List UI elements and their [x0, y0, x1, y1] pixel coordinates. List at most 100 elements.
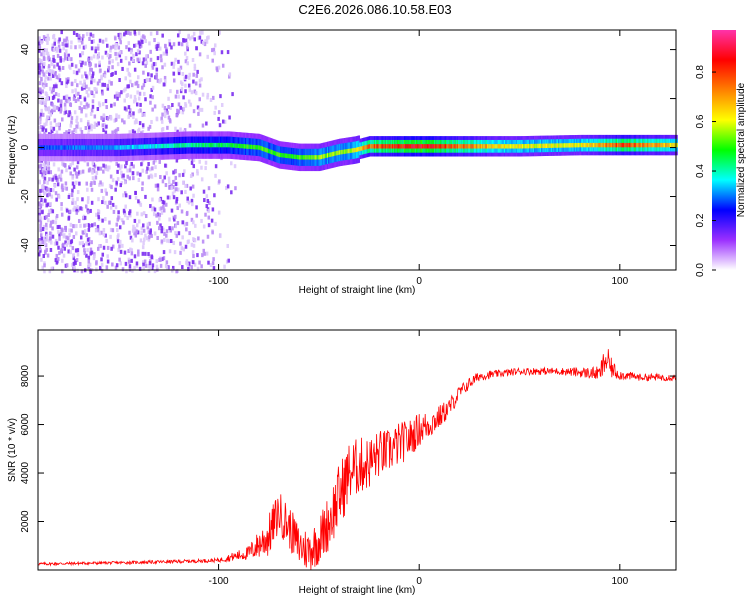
ridge-core: [493, 144, 495, 149]
noise-speckle: [91, 74, 95, 79]
noise-speckle: [44, 170, 47, 175]
noise-speckle: [120, 164, 123, 169]
noise-speckle: [80, 62, 83, 67]
ridge-core: [241, 143, 244, 149]
noise-speckle: [93, 252, 96, 257]
noise-speckle: [85, 241, 88, 246]
noise-speckle: [68, 165, 71, 170]
noise-speckle: [171, 265, 175, 270]
noise-speckle: [200, 39, 204, 44]
noise-speckle: [157, 41, 160, 46]
noise-speckle: [64, 43, 67, 48]
ridge-core: [260, 146, 263, 151]
noise-speckle: [106, 259, 110, 264]
colorbar-tick-label: 0.4: [695, 164, 706, 178]
ridge-core: [141, 144, 144, 149]
ridge-core: [448, 144, 451, 149]
noise-speckle: [145, 236, 149, 241]
noise-speckle: [105, 191, 108, 196]
ridge-core: [255, 145, 258, 150]
ridge-core: [188, 142, 191, 148]
noise-speckle: [96, 246, 100, 251]
ridge-core: [389, 144, 392, 149]
noise-speckle: [73, 128, 76, 133]
noise-speckle: [127, 41, 131, 46]
noise-speckle: [167, 180, 171, 185]
noise-speckle: [80, 107, 84, 112]
noise-speckle: [187, 266, 190, 271]
noise-speckle: [185, 183, 189, 188]
noise-speckle: [40, 236, 44, 241]
ridge-core: [81, 145, 84, 150]
noise-speckle: [48, 209, 52, 214]
noise-speckle: [66, 43, 69, 48]
noise-speckle: [84, 61, 87, 66]
noise-speckle: [67, 194, 71, 199]
noise-speckle: [72, 30, 76, 35]
noise-speckle: [119, 261, 122, 266]
noise-speckle: [101, 39, 105, 44]
noise-speckle: [167, 176, 171, 181]
noise-speckle: [160, 58, 163, 63]
noise-speckle: [43, 215, 47, 220]
noise-speckle: [45, 226, 48, 231]
noise-speckle: [174, 231, 177, 236]
noise-speckle: [110, 81, 113, 86]
noise-speckle: [190, 217, 194, 222]
ridge-core: [384, 144, 387, 149]
noise-speckle: [208, 200, 211, 205]
noise-speckle: [91, 169, 94, 174]
noise-speckle: [86, 162, 90, 167]
colorbar-tick-label: 0.0: [695, 263, 706, 277]
noise-speckle: [90, 250, 94, 255]
noise-speckle: [46, 33, 50, 38]
ridge-core: [168, 143, 170, 149]
noise-speckle: [147, 252, 150, 257]
noise-speckle: [63, 186, 66, 191]
noise-speckle: [115, 113, 118, 118]
noise-speckle: [80, 109, 83, 114]
ridge-core: [291, 154, 294, 159]
noise-speckle: [98, 63, 101, 68]
noise-speckle: [141, 39, 144, 44]
noise-speckle: [190, 160, 194, 165]
ridge-core: [564, 143, 566, 148]
noise-speckle: [165, 51, 169, 56]
ridge-core: [470, 144, 472, 149]
noise-speckle: [96, 224, 100, 229]
ridge-core: [343, 149, 346, 154]
noise-speckle: [128, 267, 132, 272]
noise-speckle: [55, 260, 59, 265]
noise-speckle: [149, 230, 152, 235]
noise-speckle: [97, 166, 100, 171]
noise-speckle: [147, 175, 151, 180]
noise-speckle: [85, 32, 89, 37]
noise-speckle: [79, 101, 83, 106]
noise-speckle: [106, 53, 110, 58]
noise-speckle: [199, 30, 202, 35]
ridge-core: [99, 145, 102, 150]
noise-speckle: [141, 187, 144, 192]
noise-speckle: [69, 163, 72, 168]
noise-speckle: [104, 50, 108, 55]
noise-speckle: [100, 74, 103, 79]
ridge-core: [455, 144, 458, 149]
ridge-core: [491, 144, 494, 149]
noise-speckle: [196, 171, 199, 176]
noise-speckle: [128, 230, 131, 235]
ridge-core: [431, 144, 434, 149]
ridge-core: [121, 145, 123, 150]
noise-speckle: [86, 93, 90, 98]
noise-speckle: [50, 89, 54, 94]
noise-speckle: [154, 183, 158, 188]
noise-speckle: [151, 107, 154, 112]
noise-speckle: [217, 65, 221, 70]
noise-speckle: [122, 193, 125, 198]
noise-speckle: [162, 200, 166, 205]
noise-speckle: [68, 110, 71, 115]
noise-speckle: [82, 45, 86, 50]
noise-speckle: [144, 233, 147, 238]
noise-speckle: [95, 122, 99, 127]
